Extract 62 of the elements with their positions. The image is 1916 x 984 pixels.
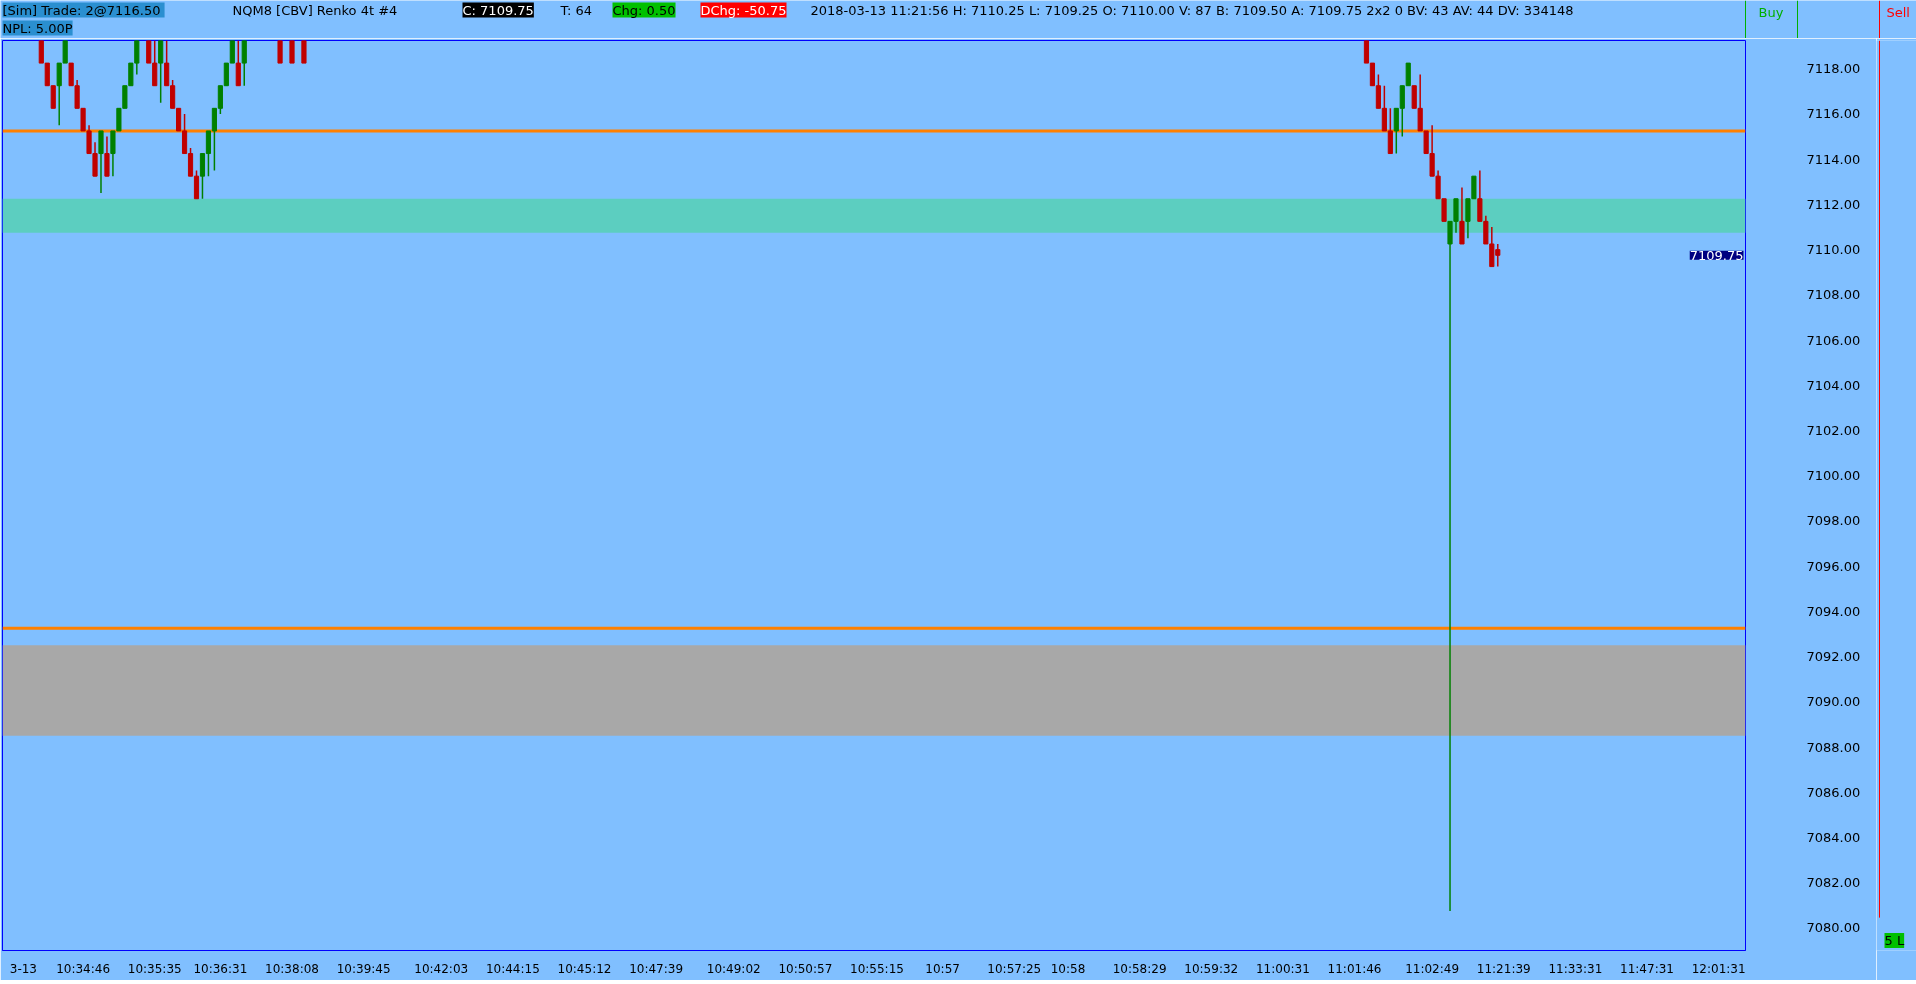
text: T: 64 [559, 2, 593, 18]
x-tick-label: 10:38:08 [265, 961, 319, 976]
x-tick-label: 11:33:31 [1548, 961, 1603, 976]
y-tick-label: 7082.00 [1806, 875, 1861, 891]
text: C: 7109.75 [462, 2, 534, 18]
text: Buy [1758, 4, 1784, 20]
candlestick [235, 40, 241, 87]
candlestick [1459, 186, 1465, 245]
y-tick-label: 7116.00 [1806, 106, 1861, 122]
y-tick-label: 7112.00 [1806, 196, 1861, 212]
x-tick-label: 10:59:32 [1184, 961, 1239, 976]
x-tick-label: 12:01:31 [1691, 961, 1746, 976]
text: Sell [1886, 4, 1910, 20]
x-tick-label: 10:57 [925, 961, 960, 976]
y-tick-label: 7086.00 [1806, 784, 1861, 800]
x-tick-label: 10:36:31 [193, 961, 248, 976]
x-tick-label: 11:01:46 [1327, 961, 1382, 976]
x-tick-label: 10:58 [1050, 961, 1086, 976]
x-tick-label: 11:02:49 [1405, 961, 1460, 976]
y-tick-label: 7102.00 [1806, 423, 1861, 438]
x-tick-label: 10:50:57 [778, 961, 833, 976]
y-tick-label: 7080.00 [1806, 920, 1861, 936]
y-tick-label: 7098.00 [1806, 513, 1861, 529]
text: 2018-03-13 11:21:56 H: 7110.25 L: 7109.25 O: 7110.00 V: 87 B: 7109.50 A: 7109.75 2x2 0 BV: 43 AV: 44 DV: 334148 [810, 2, 1574, 18]
text: NPL: 5.00P [2, 20, 73, 36]
text: [Sim] Trade: 2@7116.50 [2, 2, 161, 18]
candlestick [98, 130, 104, 194]
x-tick-label: 10:45:12 [557, 961, 612, 976]
y-tick-label: 7094.00 [1806, 603, 1861, 619]
y-tick-label: 7100.00 [1806, 468, 1861, 484]
x-tick-label: 11:21:39 [1476, 961, 1531, 976]
candlestick [158, 40, 164, 104]
x-tick-label: 10:34:46 [56, 961, 111, 976]
y-tick-label: 7110.00 [1806, 242, 1861, 258]
x-tick-label: 11:47:31 [1620, 961, 1674, 976]
y-tick-label: 7090.00 [1806, 694, 1861, 710]
y-tick-label: 7104.00 [1806, 377, 1861, 393]
y-tick-label: 7092.00 [1806, 649, 1861, 665]
y-tick-label: 7088.00 [1806, 739, 1861, 755]
y-tick-label: 7114.00 [1806, 151, 1861, 167]
x-tick-label: 10:49:02 [706, 961, 761, 976]
y-tick-label: 7108.00 [1806, 287, 1861, 303]
x-tick-label: 10:55:15 [850, 961, 904, 976]
y-tick-label: 7118.00 [1806, 61, 1861, 77]
candlestick [104, 135, 110, 177]
x-tick-label: 10:44:15 [485, 961, 540, 976]
x-tick-label: 10:58:29 [1112, 961, 1167, 976]
text: NQM8 [CBV] Renko 4t #4 [232, 2, 398, 18]
x-tick-label: 10:35:35 [127, 961, 182, 976]
x-tick-label: 3-13 [9, 961, 38, 976]
annotation: 7109.75 [1689, 247, 1744, 263]
x-tick-label: 10:39:45 [336, 961, 391, 976]
x-tick-label: 10:47:39 [629, 961, 684, 976]
x-tick-label: 11:00:31 [1255, 961, 1310, 976]
candlestick [241, 40, 247, 87]
y-tick-label: 7096.00 [1806, 558, 1861, 574]
x-tick-label: 10:57:25 [987, 961, 1042, 976]
y-tick-label: 7084.00 [1806, 829, 1861, 845]
x-tick-label: 10:42:03 [414, 961, 469, 976]
text: DChg: -50.75 [700, 2, 787, 18]
text: Chg: 0.50 [612, 2, 676, 18]
y-tick-label: 7106.00 [1806, 332, 1861, 348]
